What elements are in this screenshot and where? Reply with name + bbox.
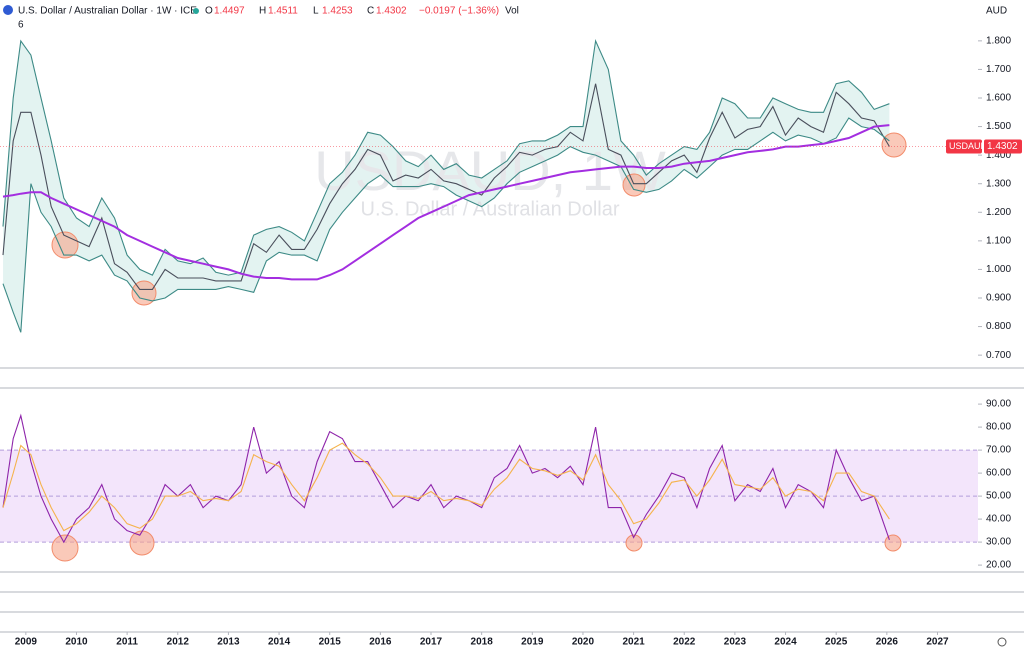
- y-tick-label: 0.900: [986, 293, 1011, 304]
- y-tick-label: 1.200: [986, 207, 1011, 218]
- ohlc-label: O: [205, 6, 213, 17]
- band-fill: [3, 40, 890, 333]
- price-label-box: [946, 139, 982, 154]
- series-line: [2, 117, 890, 333]
- status-dot: [193, 8, 199, 14]
- highlight: [129, 530, 155, 556]
- symbol-icon: [3, 5, 13, 15]
- y-tick-label: 1.700: [986, 64, 1011, 75]
- x-tick-label: 2009: [15, 637, 38, 648]
- highlight: [51, 534, 79, 562]
- x-tick-label: 2025: [825, 637, 848, 648]
- settings-icon[interactable]: [997, 637, 1007, 647]
- x-tick-label: 2019: [521, 637, 544, 648]
- x-tick-label: 2016: [369, 637, 392, 648]
- y-tick-label: 50.00: [986, 491, 1011, 502]
- y-tick-label: 70.00: [986, 445, 1011, 456]
- currency: AUD: [986, 6, 1007, 17]
- highlight: [625, 534, 643, 552]
- x-tick-label: 2017: [420, 637, 443, 648]
- x-tick-label: 2015: [319, 637, 342, 648]
- y-tick-label: 1.800: [986, 35, 1011, 46]
- ohlc-value: 1.4302: [376, 6, 407, 17]
- y-tick-label: 1.000: [986, 264, 1011, 275]
- y-tick-label: 1.100: [986, 235, 1011, 246]
- series-line: [2, 124, 890, 281]
- last-price-box: [984, 139, 1022, 154]
- x-tick-label: 2023: [724, 637, 747, 648]
- y-tick-label: 80.00: [986, 422, 1011, 433]
- y-tick-label: 40.00: [986, 514, 1011, 525]
- y-tick-label: 0.700: [986, 350, 1011, 361]
- x-tick-label: 2011: [116, 637, 138, 648]
- change: −0.0197 (−1.36%): [419, 6, 499, 17]
- last-price: 1.4302: [987, 141, 1018, 152]
- volume: Vol: [505, 6, 519, 17]
- price-label: USDAUD: [949, 141, 988, 151]
- ohlc-value: 1.4253: [322, 6, 353, 17]
- x-tick-label: 2024: [774, 637, 797, 648]
- x-tick-label: 2020: [572, 637, 595, 648]
- highlight: [884, 534, 902, 552]
- x-tick-label: 2018: [471, 637, 494, 648]
- ohlc-label: L: [313, 6, 319, 17]
- series-line: [2, 442, 890, 532]
- x-tick-label: 2010: [65, 637, 88, 648]
- ohlc-label: C: [367, 6, 374, 17]
- x-tick-label: 2021: [622, 637, 645, 648]
- y-tick-label: 0.800: [986, 321, 1011, 332]
- symbol-title: U.S. Dollar / Australian Dollar · 1W · I…: [18, 6, 197, 17]
- x-tick-label: 2026: [876, 637, 899, 648]
- ohlc-label: H: [259, 6, 266, 17]
- y-tick-label: 1.600: [986, 93, 1011, 104]
- highlight: [881, 132, 907, 158]
- y-tick-label: 1.500: [986, 121, 1011, 132]
- y-tick-label: 90.00: [986, 399, 1011, 410]
- y-tick-label: 1.300: [986, 178, 1011, 189]
- x-tick-label: 2013: [217, 637, 240, 648]
- x-tick-label: 2022: [673, 637, 696, 648]
- watermark-subtitle: U.S. Dollar / Australian Dollar: [361, 198, 620, 220]
- y-tick-label: 1.400: [986, 150, 1011, 161]
- x-tick-label: 2027: [926, 637, 949, 648]
- series-line: [2, 83, 890, 290]
- series-line: [2, 38, 890, 276]
- ohlc-row: O 1.4497 H 1.4511 L 1.4253 C 1.4302: [205, 6, 407, 17]
- ohlc-value: 1.4497: [214, 6, 245, 17]
- x-tick-label: 2012: [167, 637, 190, 648]
- y-tick-label: 60.00: [986, 468, 1011, 479]
- y-tick-label: 20.00: [986, 560, 1011, 571]
- indicator-count: 6: [18, 20, 24, 31]
- x-tick-label: 2014: [268, 637, 291, 648]
- watermark: USDAUD, 1W: [314, 139, 666, 202]
- ohlc-value: 1.4511: [268, 6, 298, 17]
- y-tick-label: 30.00: [986, 537, 1011, 548]
